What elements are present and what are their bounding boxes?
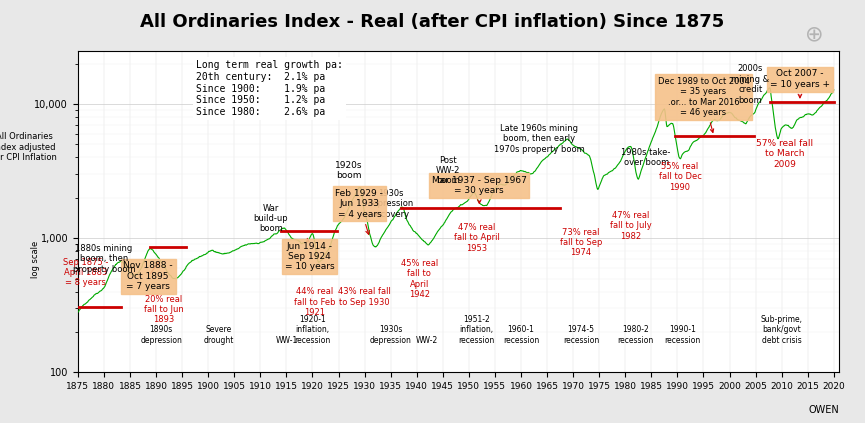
Text: 1920-1
inflation,
recession: 1920-1 inflation, recession xyxy=(294,315,330,345)
Text: 1990-1
recession: 1990-1 recession xyxy=(664,325,701,345)
Text: OWEN: OWEN xyxy=(808,404,839,415)
Text: log scale: log scale xyxy=(31,241,41,278)
Text: WW-1: WW-1 xyxy=(275,336,298,345)
Text: Severe
drought: Severe drought xyxy=(203,325,234,345)
Text: WW-2: WW-2 xyxy=(416,336,439,345)
Text: Oct 2007 -
= 10 years +: Oct 2007 - = 10 years + xyxy=(770,69,830,98)
Text: Late 1960s mining
boom, then early
1970s property boom: Late 1960s mining boom, then early 1970s… xyxy=(494,124,585,154)
Text: 1930s
depression: 1930s depression xyxy=(369,325,412,345)
Text: 1960-1
recession: 1960-1 recession xyxy=(503,325,539,345)
Text: All Ordinaries Index - Real (after CPI inflation) Since 1875: All Ordinaries Index - Real (after CPI i… xyxy=(140,13,725,31)
Text: War
build-up
boom: War build-up boom xyxy=(253,204,288,233)
Text: Jun 1914 -
Sep 1924
= 10 years: Jun 1914 - Sep 1924 = 10 years xyxy=(285,239,335,272)
Text: 45% real
fall to
April
1942: 45% real fall to April 1942 xyxy=(400,259,438,299)
Text: ⊕: ⊕ xyxy=(805,25,823,44)
Text: Post
WW-2
boom: Post WW-2 boom xyxy=(436,156,460,185)
Text: All Ordinaries
Index adjusted
for CPI Inflation: All Ordinaries Index adjusted for CPI In… xyxy=(0,132,57,162)
Text: Feb 1929 -
Jun 1933
= 4 years: Feb 1929 - Jun 1933 = 4 years xyxy=(336,189,383,234)
Text: 1980s take-
over boom: 1980s take- over boom xyxy=(621,148,671,167)
Text: 47% real
fall to July
1982: 47% real fall to July 1982 xyxy=(610,211,651,241)
Text: 1974-5
recession: 1974-5 recession xyxy=(563,325,599,345)
Text: Mar 1937 - Sep 1967
= 30 years: Mar 1937 - Sep 1967 = 30 years xyxy=(432,176,527,203)
Text: Long term real growth pa:
20th century:  2.1% pa
Since 1900:    1.9% pa
Since 19: Long term real growth pa: 20th century: … xyxy=(195,60,343,117)
Text: 1880s mining
boom, then
property boom: 1880s mining boom, then property boom xyxy=(73,244,135,274)
Text: Sub-prime,
bank/govt
debt crisis: Sub-prime, bank/govt debt crisis xyxy=(760,315,803,345)
Text: 55% real
fall to Dec
1990: 55% real fall to Dec 1990 xyxy=(658,162,702,192)
Text: 1980-2
recession: 1980-2 recession xyxy=(618,325,654,345)
Text: Dec 1989 to Oct 2004
= 35 years
.or... to Mar 2016
= 46 years: Dec 1989 to Oct 2004 = 35 years .or... t… xyxy=(657,77,749,132)
Text: 73% real
fall to Sep
1974: 73% real fall to Sep 1974 xyxy=(560,228,602,257)
Text: 43% real fall
to Sep 1930: 43% real fall to Sep 1930 xyxy=(338,287,391,307)
Text: 1951-2
inflation,
recession: 1951-2 inflation, recession xyxy=(458,315,495,345)
Text: 20% real
fall to Jun
1893: 20% real fall to Jun 1893 xyxy=(144,294,183,324)
Text: 57% real fall
to March
2009: 57% real fall to March 2009 xyxy=(756,139,813,169)
Text: 47% real
fall to April
1953: 47% real fall to April 1953 xyxy=(454,223,500,253)
Text: 1920s
boom: 1920s boom xyxy=(336,161,362,180)
Text: Nov 1888 -
Oct 1895
= 7 years: Nov 1888 - Oct 1895 = 7 years xyxy=(124,261,173,291)
Text: Sep 1875 -
April 1883
= 8 years: Sep 1875 - April 1883 = 8 years xyxy=(63,258,108,287)
Text: 2000s
mining &
credit
boom: 2000s mining & credit boom xyxy=(731,64,770,104)
Text: 44% real
fall to Feb
1921: 44% real fall to Feb 1921 xyxy=(294,287,336,317)
Text: 1930s
depression
recovery: 1930s depression recovery xyxy=(368,189,413,219)
Text: 1890s
depression: 1890s depression xyxy=(140,325,183,345)
